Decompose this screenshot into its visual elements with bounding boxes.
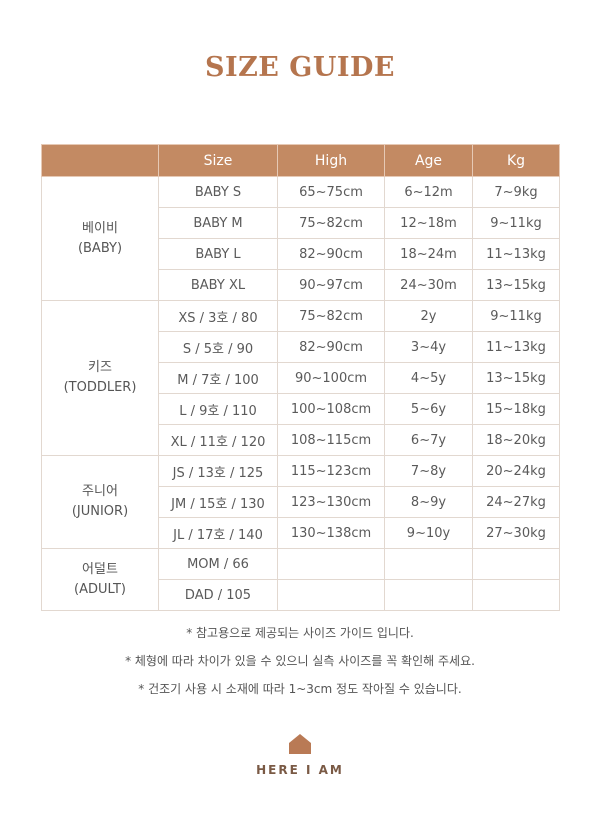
cell-high: 82~90cm bbox=[277, 331, 385, 363]
cell-kg: 13~15kg bbox=[472, 269, 560, 301]
group-label: 주니어 (JUNIOR) bbox=[41, 455, 159, 549]
note-measure: * 체형에 따라 차이가 있을 수 있으니 실측 사이즈를 꼭 확인해 주세요. bbox=[125, 654, 475, 668]
group-label: 키즈 (TODDLER) bbox=[41, 300, 159, 456]
cell-size: BABY M bbox=[158, 207, 278, 239]
cell-size: JS / 13호 / 125 bbox=[158, 455, 278, 487]
cell-kg: 9~11kg bbox=[472, 300, 560, 332]
cell-kg: 11~13kg bbox=[472, 331, 560, 363]
cell-high: 123~130cm bbox=[277, 486, 385, 518]
page-title: SIZE GUIDE bbox=[204, 52, 396, 83]
cell-kg: 24~27kg bbox=[472, 486, 560, 518]
cell-kg: 13~15kg bbox=[472, 362, 560, 394]
group-name: 베이비 bbox=[82, 220, 118, 236]
cell-high: 65~75cm bbox=[277, 176, 385, 208]
cell-age: 3~4y bbox=[384, 331, 473, 363]
table-row: 어덜트 (ADULT) MOM / 66 bbox=[41, 548, 560, 611]
size-guide-table: Size High Age Kg 베이비 (BABY) BABY S 65~75cm 6… bbox=[41, 144, 560, 611]
cell-size: BABY XL bbox=[158, 269, 278, 301]
cell-age: 2y bbox=[384, 300, 473, 332]
cell-age: 24~30m bbox=[384, 269, 473, 301]
cell-high: 108~115cm bbox=[277, 424, 385, 456]
table-row: BABY XL 90~97cm 24~30m 13~15kg bbox=[42, 269, 560, 301]
table-row: XL / 11호 / 120 108~115cm 6~7y 18~20kg bbox=[42, 424, 560, 456]
brand-name: HERE I AM bbox=[256, 763, 344, 777]
table-row: S / 5호 / 90 82~90cm 3~4y 11~13kg bbox=[42, 331, 560, 363]
table-row: 주니어 (JUNIOR) JS / 13호 / 125 115~123cm 7~8y 20… bbox=[41, 455, 560, 549]
group-name: 주니어 bbox=[82, 484, 118, 499]
header-category bbox=[41, 144, 159, 177]
cell-high: 90~97cm bbox=[277, 269, 385, 301]
cell-high bbox=[277, 579, 385, 611]
cell-size: XS / 3호 / 80 bbox=[158, 300, 278, 332]
cell-age bbox=[384, 548, 473, 580]
table-row: DAD / 105 bbox=[42, 579, 560, 611]
table-row: L / 9호 / 110 100~108cm 5~6y 15~18kg bbox=[42, 393, 560, 425]
header-high: High bbox=[277, 144, 385, 177]
group-sub: (BABY) bbox=[77, 240, 123, 256]
cell-size: JL / 17호 / 140 bbox=[158, 517, 278, 549]
group-sub: (JUNIOR) bbox=[71, 504, 129, 519]
cell-size: BABY S bbox=[158, 176, 278, 208]
cell-age bbox=[384, 579, 473, 611]
cell-size: L / 9호 / 110 bbox=[158, 393, 278, 425]
table-row: 베이비 (BABY) BABY S 65~75cm 6~12m 7~9kg bbox=[41, 176, 560, 301]
cell-kg: 27~30kg bbox=[472, 517, 560, 549]
cell-kg: 20~24kg bbox=[472, 455, 560, 487]
cell-age: 12~18m bbox=[384, 207, 473, 239]
cell-high: 115~123cm bbox=[277, 455, 385, 487]
cell-size: MOM / 66 bbox=[158, 548, 278, 580]
cell-kg: 11~13kg bbox=[472, 238, 560, 270]
note-reference: * 참고용으로 제공되는 사이즈 가이드 입니다. bbox=[186, 626, 414, 640]
cell-kg: 15~18kg bbox=[472, 393, 560, 425]
cell-kg bbox=[472, 548, 560, 580]
table-row: M / 7호 / 100 90~100cm 4~5y 13~15kg bbox=[42, 362, 560, 394]
cell-kg bbox=[472, 579, 560, 611]
table-body: 베이비 (BABY) BABY S 65~75cm 6~12m 7~9kg BABY M 75… bbox=[41, 176, 560, 611]
cell-high: 82~90cm bbox=[277, 238, 385, 270]
cell-high: 75~82cm bbox=[277, 300, 385, 332]
cell-age: 4~5y bbox=[384, 362, 473, 394]
header-size: Size bbox=[158, 144, 278, 177]
cell-age: 18~24m bbox=[384, 238, 473, 270]
cell-size: XL / 11호 / 120 bbox=[158, 424, 278, 456]
table-row: 키즈 (TODDLER) XS / 3호 / 80 75~82cm 2y 9~11kg bbox=[41, 300, 560, 456]
cell-high: 90~100cm bbox=[277, 362, 385, 394]
cell-kg: 9~11kg bbox=[472, 207, 560, 239]
table-row: JM / 15호 / 130 123~130cm 8~9y 24~27kg bbox=[42, 486, 560, 518]
cell-age: 7~8y bbox=[384, 455, 473, 487]
notes: * 참고용으로 제공되는 사이즈 가이드 입니다. * 체형에 따라 차이가 있… bbox=[0, 619, 600, 703]
cell-size: S / 5호 / 90 bbox=[158, 331, 278, 363]
table-header-row: Size High Age Kg bbox=[41, 144, 560, 177]
header-kg: Kg bbox=[472, 144, 560, 177]
cell-kg: 18~20kg bbox=[472, 424, 560, 456]
cell-kg: 7~9kg bbox=[472, 176, 560, 208]
table-row: BABY M 75~82cm 12~18m 9~11kg bbox=[42, 207, 560, 239]
house-icon bbox=[289, 734, 311, 754]
cell-age: 5~6y bbox=[384, 393, 473, 425]
note-dryer: * 건조기 사용 시 소재에 따라 1~3cm 정도 작아질 수 있습니다. bbox=[138, 682, 462, 696]
cell-high: 130~138cm bbox=[277, 517, 385, 549]
cell-high: 75~82cm bbox=[277, 207, 385, 239]
group-label: 어덜트 (ADULT) bbox=[41, 548, 159, 611]
group-label: 베이비 (BABY) bbox=[41, 176, 159, 301]
cell-high: 100~108cm bbox=[277, 393, 385, 425]
cell-age: 8~9y bbox=[384, 486, 473, 518]
cell-size: M / 7호 / 100 bbox=[158, 362, 278, 394]
cell-size: BABY L bbox=[158, 238, 278, 270]
cell-age: 6~12m bbox=[384, 176, 473, 208]
cell-high bbox=[277, 548, 385, 580]
group-name: 어덜트 bbox=[82, 561, 118, 577]
cell-size: DAD / 105 bbox=[158, 579, 278, 611]
cell-age: 6~7y bbox=[384, 424, 473, 456]
cell-age: 9~10y bbox=[384, 517, 473, 549]
group-sub: (ADULT) bbox=[74, 581, 126, 597]
group-sub: (TODDLER) bbox=[63, 380, 137, 395]
table-row: BABY L 82~90cm 18~24m 11~13kg bbox=[42, 238, 560, 270]
header-age: Age bbox=[384, 144, 473, 177]
group-name: 키즈 bbox=[88, 360, 112, 375]
cell-size: JM / 15호 / 130 bbox=[158, 486, 278, 518]
brand-logo: HERE I AM bbox=[0, 733, 600, 777]
